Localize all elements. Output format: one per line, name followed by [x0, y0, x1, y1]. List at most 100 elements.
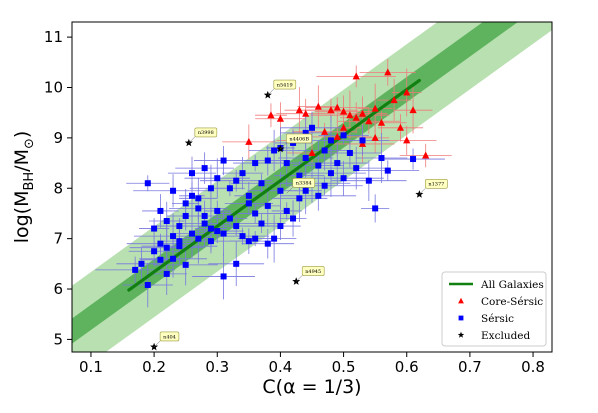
triangle-point: [333, 132, 341, 140]
square-point: [410, 156, 417, 163]
plot-frame: [71, 21, 553, 353]
square-point: [340, 132, 347, 139]
square-point: [359, 137, 366, 144]
y-tick-label: 11: [44, 28, 63, 46]
legend-label: Core-Sérsic: [481, 296, 543, 308]
y-tick-label: 6: [53, 280, 63, 298]
legend-entry: All Galaxies: [449, 279, 544, 291]
square-point: [201, 165, 208, 172]
triangle-point: [403, 88, 411, 96]
triangle-point: [352, 72, 360, 80]
square-point: [302, 129, 309, 136]
annotation-leader: [286, 187, 293, 194]
square-point: [309, 124, 315, 131]
legend-label: Excluded: [481, 330, 531, 342]
triangle-point: [377, 118, 386, 126]
square-point: [182, 261, 189, 268]
square-point: [283, 160, 290, 167]
triangle-point: [339, 107, 348, 115]
legend-box: [441, 271, 547, 347]
annotation-label: n1377: [419, 179, 448, 195]
axes: 0.1 0.2 0.3 0.4 0.5 0.6 0.7 0.8 5 6 7 8 9 10 11: [44, 28, 545, 376]
triangle-point: [409, 106, 417, 114]
triangle-point: [396, 123, 405, 131]
square-point: [252, 235, 259, 242]
star-point: [276, 144, 285, 153]
square-point: [144, 281, 151, 288]
square-point: [157, 240, 164, 247]
series-square: [132, 124, 417, 288]
annotation-text: n5419: [277, 82, 293, 88]
square-point: [264, 240, 271, 247]
annotation-label: n404: [153, 331, 180, 348]
square-point: [195, 205, 202, 212]
square-point: [271, 147, 278, 154]
x-tick-label: 0.1: [79, 358, 103, 376]
square-point: [163, 270, 170, 277]
annotation-box: [194, 127, 218, 138]
annotation-text: n4945: [305, 269, 321, 275]
x-axis-label: C(α = 1/3): [262, 376, 361, 398]
annotation-text: n3384: [296, 181, 312, 187]
square-point: [384, 167, 391, 174]
square-point: [252, 210, 259, 217]
square-point: [176, 243, 183, 250]
y-axis-label-log: log(M: [11, 191, 33, 244]
plot-area: n5419 n3998 n4406B n1377 n4945 n404 n3384: [72, 22, 552, 352]
square-point: [226, 215, 233, 222]
triangle-point: [384, 68, 392, 76]
annotation-box: [159, 331, 180, 342]
square-point: [321, 147, 328, 154]
square-point: [321, 182, 328, 189]
triangle-point: [358, 139, 367, 147]
annotation-text: n4406B: [289, 136, 309, 142]
annotation-box: [292, 177, 316, 188]
square-point: [233, 177, 240, 184]
square-point: [189, 170, 195, 177]
annotation-box: [301, 266, 325, 276]
triangle-point: [295, 106, 303, 114]
square-point: [176, 223, 183, 230]
legend-entry: Excluded: [457, 330, 531, 342]
triangle-point: [390, 96, 398, 104]
annotation-leader: [267, 88, 274, 96]
triangle-point: [371, 104, 379, 112]
x-tick-label: 0.5: [332, 358, 356, 376]
y-tick-label: 8: [53, 179, 63, 197]
square-point: [277, 223, 284, 230]
square-point: [176, 238, 183, 245]
legend-marker-swatch: [458, 297, 464, 304]
square-point: [233, 223, 240, 230]
y-axis-label-slash: /M: [11, 149, 33, 172]
square-point: [157, 207, 164, 214]
square-point: [151, 248, 158, 255]
annotation-text: n3998: [198, 130, 214, 136]
annotation-leader: [419, 188, 426, 195]
square-point: [290, 215, 297, 222]
triangle-point: [314, 102, 322, 110]
square-point: [144, 180, 151, 187]
y-axis-label: log(MBH/M⊙): [11, 131, 37, 244]
triangle-point: [267, 111, 275, 119]
square-point: [163, 218, 170, 225]
triangle-point: [358, 109, 367, 117]
square-point: [302, 155, 309, 162]
triangle-point: [339, 123, 348, 131]
square-point: [207, 238, 214, 245]
square-point: [245, 192, 252, 199]
legend-entry: Sérsic: [458, 313, 514, 325]
legend-entry: Core-Sérsic: [458, 296, 543, 308]
square-point: [239, 233, 246, 240]
square-point: [163, 244, 170, 251]
square-point: [182, 200, 189, 207]
square-point: [302, 187, 309, 194]
square-point: [201, 220, 208, 227]
square-point: [353, 165, 360, 172]
triangle-point: [422, 151, 430, 159]
fit-line: [127, 78, 421, 292]
star-point: [184, 138, 193, 147]
annotation-box: [425, 179, 448, 189]
square-point: [214, 207, 221, 214]
legend: All Galaxies Core-Sérsic Sérsic Excluded: [441, 271, 547, 347]
